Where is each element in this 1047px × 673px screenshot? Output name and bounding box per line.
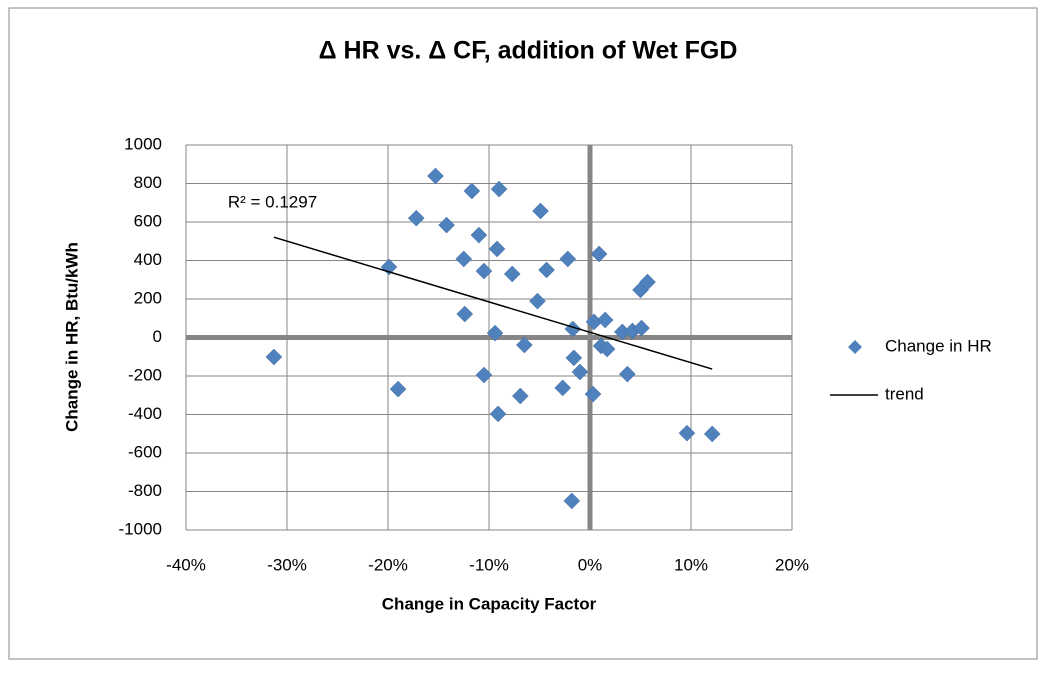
- y-tick-label: 600: [134, 211, 162, 230]
- data-point: [511, 387, 529, 405]
- data-point: [515, 336, 533, 354]
- chart-title: Δ HR vs. Δ CF, addition of Wet FGD: [319, 37, 738, 65]
- data-point: [456, 305, 474, 323]
- y-tick-label: -800: [128, 481, 162, 500]
- data-point: [554, 379, 572, 397]
- data-point: [590, 245, 608, 263]
- data-point: [598, 340, 616, 358]
- y-tick-label: 800: [134, 173, 162, 192]
- y-tick-label: 0: [153, 327, 162, 346]
- data-point: [438, 216, 455, 234]
- data-point: [463, 182, 481, 200]
- y-tick-label: 200: [134, 288, 162, 307]
- y-tick-label: 400: [134, 250, 162, 269]
- data-point: [455, 250, 473, 268]
- legend-label: Change in HR: [885, 336, 992, 355]
- data-point: [532, 202, 549, 220]
- data-point: [470, 226, 488, 244]
- x-tick-label: -10%: [469, 555, 509, 574]
- data-point: [486, 324, 504, 342]
- data-point: [489, 405, 507, 423]
- data-point: [538, 261, 555, 279]
- chart-frame: [8, 7, 1038, 660]
- y-tick-label: -400: [128, 404, 162, 423]
- data-point: [475, 366, 493, 384]
- x-tick-label: -20%: [368, 555, 408, 574]
- y-tick-label: 1000: [124, 134, 162, 153]
- x-tick-label: 10%: [674, 555, 708, 574]
- data-point: [488, 240, 506, 258]
- data-point: [571, 363, 589, 381]
- data-point: [475, 262, 493, 280]
- data-point: [503, 265, 521, 283]
- x-tick-label: 20%: [775, 555, 809, 574]
- data-point: [619, 365, 636, 383]
- data-point: [596, 311, 614, 329]
- x-tick-label: -40%: [166, 555, 206, 574]
- data-point: [559, 250, 577, 268]
- legend-label: trend: [885, 384, 924, 403]
- data-point: [565, 349, 583, 367]
- y-tick-label: -1000: [119, 519, 162, 538]
- data-point: [490, 180, 508, 198]
- data-point: [564, 320, 582, 338]
- data-point: [584, 385, 602, 403]
- data-point: [639, 273, 656, 291]
- data-point: [703, 425, 721, 443]
- annotation: R² = 0.1297: [228, 193, 317, 212]
- x-tick-label: 0%: [578, 555, 603, 574]
- y-tick-label: -200: [128, 365, 162, 384]
- trend-line: [273, 236, 713, 370]
- data-point: [265, 348, 283, 366]
- data-point: [389, 380, 407, 398]
- data-point: [563, 492, 581, 510]
- x-tick-label: -30%: [267, 555, 307, 574]
- data-point: [633, 319, 650, 337]
- y-tick-label: -600: [128, 442, 162, 461]
- legend-marker: [848, 340, 862, 354]
- x-axis-title: Change in Capacity Factor: [382, 594, 597, 613]
- data-point: [529, 292, 546, 310]
- data-point: [427, 167, 444, 185]
- data-point: [678, 424, 696, 442]
- y-axis-title: Change in HR, Btu/kWh: [62, 242, 81, 432]
- data-point: [407, 209, 425, 227]
